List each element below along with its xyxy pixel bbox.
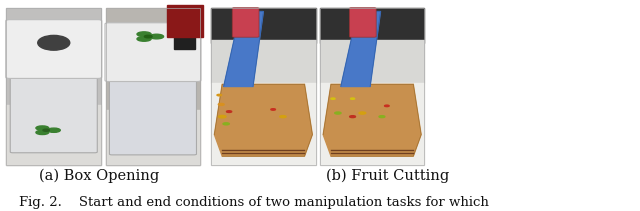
Bar: [106, 8, 200, 165]
FancyBboxPatch shape: [105, 23, 201, 81]
Text: (a) Box Opening: (a) Box Opening: [39, 168, 159, 183]
Bar: [211, 83, 316, 165]
Circle shape: [36, 130, 49, 135]
Circle shape: [223, 123, 229, 125]
Circle shape: [349, 116, 355, 118]
Circle shape: [145, 35, 152, 38]
Circle shape: [137, 37, 151, 41]
Bar: [320, 83, 424, 165]
Text: (b) Fruit Cutting: (b) Fruit Cutting: [326, 168, 449, 183]
FancyBboxPatch shape: [349, 8, 376, 37]
Bar: [211, 8, 316, 165]
Circle shape: [351, 98, 355, 99]
Bar: [320, 8, 424, 43]
Polygon shape: [341, 12, 381, 87]
Circle shape: [359, 112, 365, 114]
Bar: [106, 110, 200, 165]
FancyBboxPatch shape: [232, 8, 259, 37]
Bar: [211, 8, 316, 43]
Circle shape: [227, 111, 232, 112]
Circle shape: [280, 116, 286, 118]
Circle shape: [385, 105, 389, 107]
Circle shape: [137, 32, 151, 37]
FancyBboxPatch shape: [10, 57, 97, 153]
Ellipse shape: [38, 35, 70, 50]
Circle shape: [271, 109, 275, 110]
Polygon shape: [224, 12, 264, 87]
Circle shape: [335, 112, 341, 114]
Circle shape: [218, 103, 224, 105]
Circle shape: [150, 34, 164, 39]
Bar: [6, 8, 101, 165]
FancyBboxPatch shape: [6, 20, 102, 78]
Circle shape: [379, 116, 385, 118]
Bar: [211, 40, 316, 83]
Polygon shape: [323, 84, 421, 156]
Bar: [106, 8, 200, 165]
Bar: [320, 8, 424, 165]
Text: Fig. 2.    Start and end conditions of two manipulation tasks for which: Fig. 2. Start and end conditions of two …: [19, 196, 489, 209]
Circle shape: [331, 98, 335, 99]
Circle shape: [43, 129, 49, 131]
FancyBboxPatch shape: [109, 60, 196, 155]
Circle shape: [217, 94, 221, 96]
Bar: [211, 8, 316, 165]
Bar: [320, 40, 424, 83]
Bar: [174, 30, 195, 49]
Bar: [6, 8, 101, 165]
Circle shape: [36, 126, 49, 130]
Polygon shape: [214, 84, 312, 156]
Circle shape: [47, 128, 60, 132]
Bar: [6, 105, 101, 165]
Bar: [320, 8, 424, 165]
Bar: [167, 5, 203, 37]
Circle shape: [218, 115, 226, 118]
